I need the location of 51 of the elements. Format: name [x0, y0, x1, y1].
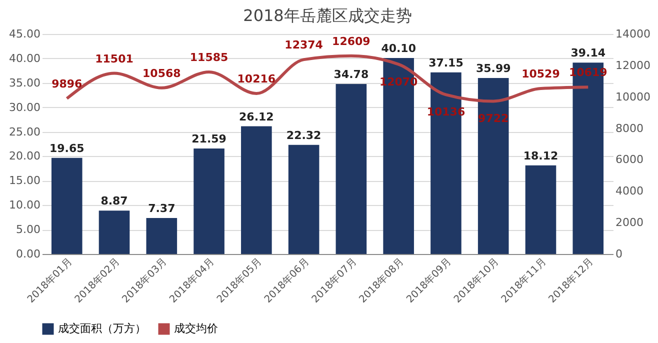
y-tick-label: 35.00 — [9, 76, 40, 90]
chart-title: 2018年岳麓区成交走势 — [243, 6, 412, 25]
data-label: 9722 — [478, 112, 509, 126]
data-label: 10529 — [522, 68, 560, 81]
bar — [525, 165, 556, 254]
y2-tick-label: 10000 — [616, 90, 650, 104]
data-label: 21.59 — [192, 132, 226, 146]
data-label: 18.12 — [523, 149, 558, 162]
data-label: 39.14 — [570, 46, 606, 60]
bar — [146, 218, 178, 254]
y2-tick-label: 4000 — [616, 184, 644, 198]
y2-tick-label: 0 — [616, 248, 622, 260]
data-label: 34.78 — [334, 68, 369, 81]
bar — [288, 144, 320, 254]
data-label: 22.32 — [286, 128, 322, 142]
legend-label: 成交面积（万方） — [58, 322, 146, 335]
y2-tick-label: 12000 — [616, 58, 650, 72]
y-tick-label: 5.00 — [16, 223, 40, 236]
data-label: 11501 — [95, 52, 134, 66]
data-label: 7.37 — [148, 202, 176, 215]
bar — [241, 126, 272, 254]
data-label: 35.99 — [476, 62, 511, 76]
legend-label: 成交均价 — [174, 322, 218, 335]
y-tick-label: 30.00 — [9, 100, 40, 114]
data-label: 11585 — [190, 50, 228, 64]
y2-tick-label: 2000 — [616, 216, 644, 230]
y-tick-label: 15.00 — [9, 174, 40, 188]
bar — [194, 148, 224, 254]
bar — [336, 84, 367, 254]
y-tick-label: 0.00 — [16, 248, 40, 260]
data-label: 9896 — [52, 77, 83, 90]
y2-tick-label: 6000 — [616, 153, 644, 166]
data-label: 8.87 — [100, 194, 128, 208]
data-label: 10216 — [237, 72, 276, 86]
y2-tick-label: 8000 — [616, 122, 644, 135]
bar — [98, 210, 130, 254]
y-tick-label: 20.00 — [9, 150, 40, 163]
y-tick-label: 25.00 — [9, 125, 40, 138]
data-label: 26.12 — [239, 110, 274, 124]
data-label: 37.15 — [428, 56, 464, 70]
bar — [51, 158, 82, 254]
data-label: 12374 — [284, 38, 324, 52]
y-tick-label: 10.00 — [9, 198, 40, 212]
y2-tick-label: 14000 — [616, 28, 650, 40]
y-tick-label: 45.00 — [9, 28, 40, 40]
data-label: 12609 — [332, 34, 370, 48]
bar — [478, 78, 509, 254]
data-label: 10568 — [142, 66, 181, 80]
data-label: 19.65 — [49, 142, 84, 155]
y-tick-label: 40.00 — [9, 52, 40, 65]
data-label: 40.10 — [381, 42, 416, 55]
